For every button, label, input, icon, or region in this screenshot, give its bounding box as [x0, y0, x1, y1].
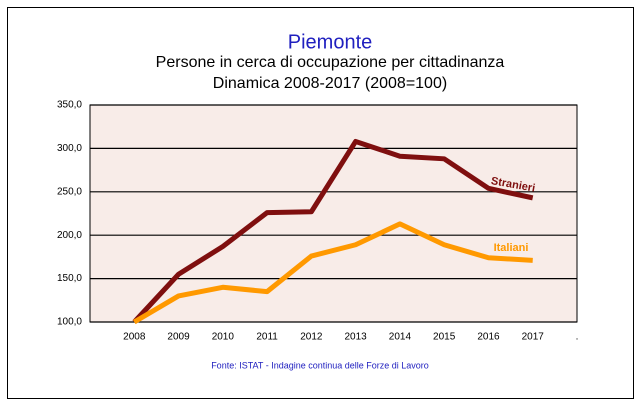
y-tick-label: 100,0 [57, 317, 82, 328]
x-tick-label: 2016 [477, 332, 500, 343]
x-tick-label: 2009 [167, 332, 190, 343]
x-tick-label: 2015 [433, 332, 456, 343]
series-line [132, 138, 534, 324]
y-tick-label: 250,0 [57, 186, 82, 197]
x-tick-label: 2014 [389, 332, 412, 343]
chart-subtitle: Dinamica 2008-2017 (2008=100) [213, 75, 447, 92]
source-note: Fonte: ISTAT - Indagine continua delle F… [211, 360, 429, 370]
x-tick-label: . [576, 332, 579, 343]
y-tick-label: 200,0 [57, 230, 82, 241]
series-label: Italiani [494, 242, 529, 254]
x-tick-label: 2017 [522, 332, 545, 343]
chart-title: Piemonte [288, 31, 373, 53]
x-tick-label: 2008 [123, 332, 146, 343]
y-tick-label: 150,0 [57, 273, 82, 284]
y-tick-label: 300,0 [57, 143, 82, 154]
chart-subtitle: Persone in cerca di occupazione per citt… [156, 54, 505, 71]
x-tick-label: 2011 [256, 332, 278, 343]
x-tick-label: 2010 [212, 332, 235, 343]
y-tick-label: 350,0 [57, 100, 82, 111]
x-tick-label: 2012 [300, 332, 323, 343]
series-line [133, 221, 533, 325]
x-tick-label: 2013 [345, 332, 368, 343]
